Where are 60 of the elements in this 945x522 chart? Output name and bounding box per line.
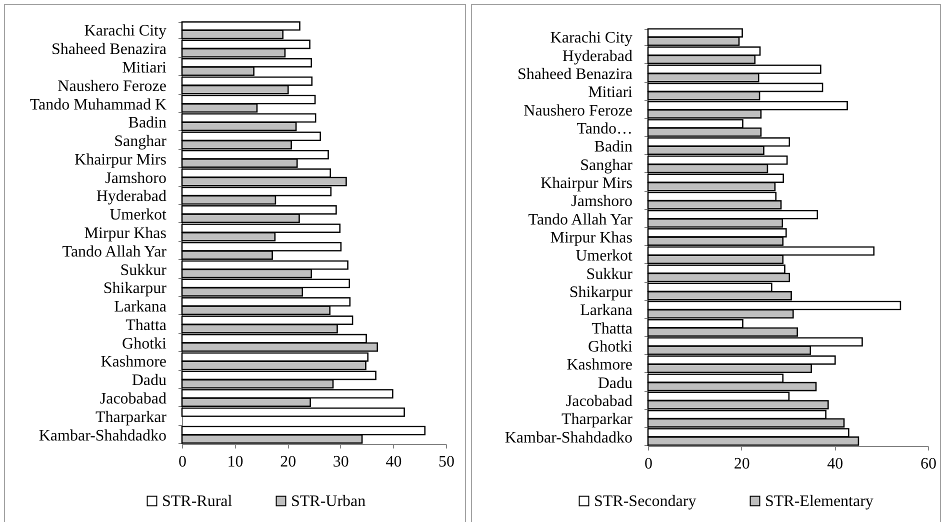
y-tick-label: Kashmore [100, 354, 166, 371]
x-tick-label: 0 [644, 456, 652, 472]
y-tick-label: Khairpur Mirs [540, 174, 632, 192]
y-tick-label: Umerkot [576, 248, 634, 265]
y-tick-label: Tando Allah Yar [528, 211, 634, 228]
y-tick-label: Tando Muhammad K [30, 96, 167, 114]
x-tick-label: 40 [386, 454, 402, 470]
y-tick-label: Kambar-Shahdadko [504, 429, 632, 446]
y-tick-label: Mirpur Khas [550, 230, 632, 246]
legend-label: STR-Rural [162, 493, 233, 510]
y-tick-label: Mitiari [588, 84, 634, 102]
y-tick-label: Tharparkar [561, 411, 634, 428]
x-tick-label: 10 [227, 454, 244, 470]
x-tick-label: 40 [827, 456, 844, 472]
y-tick-label: Ghotki [588, 338, 634, 356]
y-tick-label: Sanghar [114, 133, 168, 150]
y-tick-label: Badin [128, 114, 166, 132]
y-tick-label: Shikarpur [569, 284, 634, 302]
y-tick-label: Badin [594, 138, 632, 156]
y-tick-label: Mirpur Khas [84, 225, 166, 242]
x-tick-label: 20 [734, 456, 750, 472]
y-tick-label: Shikarpur [103, 280, 168, 298]
y-tick-label: Larkana [580, 302, 632, 320]
y-tick-label: Shaheed Benazira [51, 41, 166, 58]
y-tick-label: Naushero Feroze [524, 102, 632, 120]
y-tick-label: Hyderabad [96, 188, 166, 206]
y-tick-label: Jacobabad [566, 393, 632, 410]
legend-label: STR-Elementary [765, 493, 874, 510]
y-tick-label: Tando… [576, 120, 632, 138]
y-tick-label: Hyderabad [562, 48, 632, 65]
y-tick-label: Mitiari [122, 59, 168, 76]
legend-label: STR-Urban [291, 493, 366, 510]
y-tick-label: Kambar-Shahdadko [38, 427, 166, 444]
y-tick-label: Shaheed Benazira [517, 66, 632, 83]
y-tick-label: Tharparkar [95, 408, 168, 426]
y-tick-label: Umerkot [110, 206, 168, 224]
y-tick-label: Dadu [132, 372, 166, 390]
y-tick-label: Ghotki [122, 335, 168, 352]
y-tick-label: Thatta [126, 316, 166, 334]
legend-label: STR-Secondary [594, 493, 696, 510]
y-tick-label: Larkana [114, 298, 166, 316]
y-tick-label: Jamshoro [105, 170, 166, 187]
x-tick-label: 20 [280, 454, 296, 470]
y-tick-label: Jacobabad [100, 390, 166, 408]
y-tick-label: Sukkur [586, 266, 634, 283]
y-tick-label: Thatta [592, 320, 632, 338]
y-tick-label: Karachi City [84, 22, 166, 40]
y-tick-label: Dadu [598, 374, 632, 392]
y-tick-label: Naushero Feroze [58, 78, 166, 95]
y-tick-label: Sanghar [580, 156, 634, 174]
y-tick-label: Khairpur Mirs [74, 151, 166, 168]
y-tick-label: Kashmore [566, 356, 632, 374]
x-tick-label: 50 [438, 454, 454, 470]
y-tick-label: Jamshoro [571, 193, 632, 210]
y-tick-label: Tando Allah Yar [62, 243, 168, 260]
y-tick-label: Sukkur [120, 262, 168, 279]
x-tick-label: 60 [920, 456, 936, 472]
y-tick-label: Karachi City [550, 30, 632, 47]
x-tick-label: 0 [178, 454, 186, 470]
x-tick-label: 30 [332, 454, 349, 470]
